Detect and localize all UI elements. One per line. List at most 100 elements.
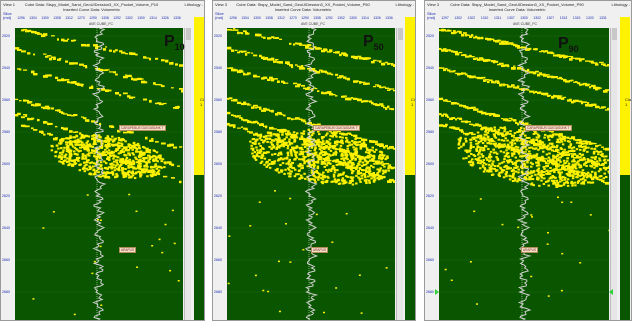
sand-cell <box>488 156 492 159</box>
sand-cell <box>340 154 343 157</box>
sand-cell <box>99 146 103 149</box>
sand-cell <box>569 58 573 61</box>
scrollbar-thumb[interactable] <box>186 28 191 40</box>
vertical-scrollbar[interactable] <box>184 28 191 320</box>
sand-cell <box>587 141 591 143</box>
sand-cell <box>132 160 135 163</box>
sand-cell <box>337 51 340 54</box>
seismic-section[interactable] <box>15 28 183 320</box>
sand-cell <box>527 156 530 159</box>
sand-cell <box>73 159 76 162</box>
sand-cell <box>487 148 490 151</box>
sand-cell <box>579 83 582 86</box>
sand-cell <box>496 165 500 168</box>
sand-cell <box>372 166 375 169</box>
seismic-section[interactable] <box>227 28 395 320</box>
sand-cell <box>143 146 146 149</box>
sand-cell <box>257 122 260 125</box>
sand-cell <box>341 154 345 157</box>
sand-cell <box>27 52 31 55</box>
sand-cell <box>139 175 142 178</box>
sand-cell <box>145 81 148 84</box>
sand-cell <box>364 151 368 154</box>
x-tick-label: 1290 <box>301 16 309 20</box>
sand-cell <box>73 39 77 42</box>
seismic-section[interactable] <box>439 28 609 320</box>
sand-cell <box>67 151 71 154</box>
sand-cell <box>121 51 126 54</box>
sand-cell <box>593 148 596 151</box>
sand-cell <box>523 163 526 166</box>
sand-cell <box>60 147 63 150</box>
sand-cell <box>107 158 111 161</box>
vertical-scrollbar[interactable] <box>610 28 617 320</box>
sand-cell <box>105 150 109 153</box>
x-tick-label: 1292 <box>113 16 121 20</box>
sand-cell <box>135 53 138 56</box>
sand-cell <box>301 176 304 179</box>
sand-cell <box>259 133 263 136</box>
lithology-shale <box>405 174 415 320</box>
sand-cell <box>80 136 84 139</box>
sand-cell <box>327 176 330 179</box>
sand-cell <box>293 118 297 120</box>
sand-cell <box>372 174 376 177</box>
vertical-scrollbar[interactable] <box>396 28 403 320</box>
sand-cell <box>255 146 258 149</box>
sand-cell <box>462 157 465 160</box>
sand-cell <box>97 68 101 71</box>
sand-cell <box>33 72 38 76</box>
sand-cell <box>263 107 267 110</box>
sand-cell <box>153 82 156 85</box>
sand-cell <box>339 149 342 152</box>
sand-cell <box>253 142 256 145</box>
sand-cell <box>146 175 149 178</box>
axis-corner: Slice (md) <box>427 12 436 20</box>
sand-cell <box>253 155 257 158</box>
sand-cell <box>480 146 483 149</box>
sand-cell <box>343 151 348 154</box>
sand-cell <box>15 47 20 50</box>
sand-cell <box>464 149 467 152</box>
x-tick-label: 1302 <box>337 16 345 20</box>
sand-cell <box>89 162 92 165</box>
sand-cell <box>283 141 288 144</box>
sand-cell <box>111 144 115 147</box>
sand-cell <box>259 54 262 58</box>
sand-cell <box>129 162 133 165</box>
sand-cell <box>361 100 364 103</box>
sand-cell <box>171 209 174 212</box>
sand-cell <box>549 170 553 173</box>
sand-cell <box>323 176 327 179</box>
sand-cell <box>241 70 244 73</box>
sand-cell <box>589 175 593 178</box>
sand-cell <box>155 141 159 143</box>
sand-cell <box>467 107 470 110</box>
sand-cell <box>122 150 125 153</box>
sand-cell <box>499 42 504 45</box>
sand-cell <box>281 162 285 165</box>
sand-cell <box>139 171 142 174</box>
sand-cell <box>511 176 515 179</box>
view-label: View 3 <box>427 2 439 7</box>
sand-cell <box>100 167 104 170</box>
view-panel-p90[interactable]: View 3 Cube Data: Stspy_Model_Sand_GeoUI… <box>424 0 632 321</box>
sand-cell <box>369 174 372 177</box>
sand-cell <box>315 47 318 50</box>
sand-cell <box>323 148 326 151</box>
sand-cell <box>527 68 530 72</box>
lithology-class: Class 1 <box>625 97 632 107</box>
sand-cell <box>239 117 243 119</box>
view-panel-p10[interactable]: View 1 Cube Data: Stspy_Model_Sand_GeoUI… <box>0 0 205 321</box>
sand-cell <box>258 137 262 140</box>
sand-cell <box>591 181 595 184</box>
x-tick-label: 1296 <box>17 16 25 20</box>
scrollbar-thumb[interactable] <box>398 28 403 40</box>
scrollbar-thumb[interactable] <box>612 28 617 40</box>
view-panel-p50[interactable]: View 3 Cube Data: Stspy_Model_Sand_GeoUI… <box>212 0 416 321</box>
sand-cell <box>157 169 161 172</box>
depth-label: 2560 <box>2 98 10 102</box>
sand-cell <box>560 154 564 157</box>
sand-cell <box>573 166 576 169</box>
sand-cell <box>69 150 73 153</box>
